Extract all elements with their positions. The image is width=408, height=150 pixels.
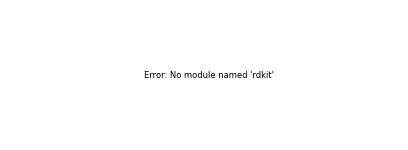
Text: Error: No module named 'rdkit': Error: No module named 'rdkit' xyxy=(144,71,274,80)
